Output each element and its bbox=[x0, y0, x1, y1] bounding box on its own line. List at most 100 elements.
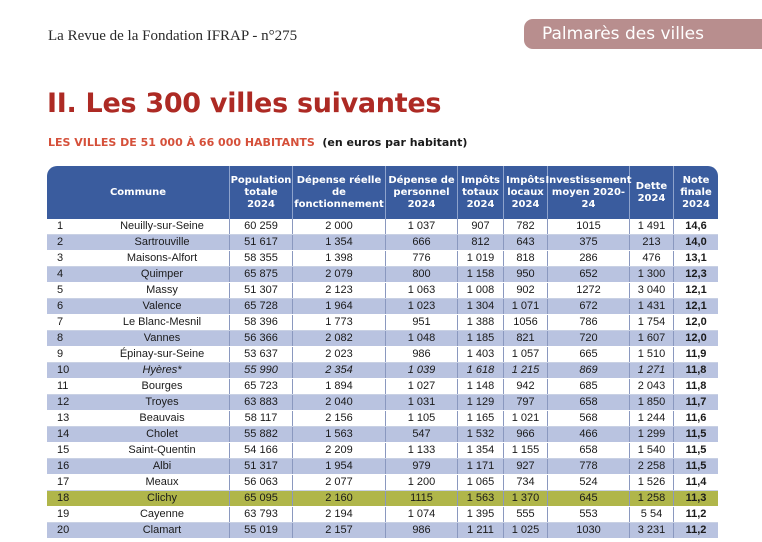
personnel-cell: 776 bbox=[386, 251, 458, 266]
note-cell: 11,6 bbox=[685, 412, 707, 424]
depense-cell: 1 354 bbox=[293, 235, 386, 250]
population-cell: 51 617 bbox=[230, 235, 293, 250]
impots-locaux-cell: 902 bbox=[504, 283, 548, 298]
impots-totaux-cell: 1 354 bbox=[458, 443, 504, 458]
note-cell: 14,0 bbox=[685, 236, 707, 248]
commune-cell: Troyes bbox=[95, 395, 230, 410]
rank-cell: 13 bbox=[57, 412, 70, 424]
note-cell: 11,8 bbox=[685, 380, 707, 392]
impots-totaux-cell: 1 165 bbox=[458, 411, 504, 426]
impots-totaux-cell: 1 008 bbox=[458, 283, 504, 298]
population-cell: 51 307 bbox=[230, 283, 293, 298]
category-label: LES VILLES DE 51 000 À 66 000 HABITANTS bbox=[48, 136, 315, 149]
personnel-cell: 979 bbox=[386, 459, 458, 474]
dette-cell: 1 244 bbox=[630, 411, 674, 426]
depense-cell: 2 082 bbox=[293, 331, 386, 346]
impots-locaux-cell: 555 bbox=[504, 507, 548, 522]
depense-cell: 1 563 bbox=[293, 427, 386, 442]
ranking-table: Commune Population totale 2024 Dépense r… bbox=[47, 166, 718, 539]
commune-cell: Beauvais bbox=[95, 411, 230, 426]
population-cell: 63 793 bbox=[230, 507, 293, 522]
table-body: 1 Neuilly-sur-Seine 60 259 2 000 1 037 907 782… bbox=[47, 219, 718, 539]
personnel-cell: 666 bbox=[386, 235, 458, 250]
page-title: II. Les 300 villes suivantes bbox=[47, 88, 442, 119]
commune-cell: Albi bbox=[95, 459, 230, 474]
depense-cell: 2 157 bbox=[293, 523, 386, 538]
note-cell: 11,7 bbox=[685, 396, 707, 408]
table-row: 6 Valence 65 728 1 964 1 023 1 304 1 071 672 1 4… bbox=[47, 299, 718, 315]
personnel-cell: 986 bbox=[386, 347, 458, 362]
investissement-cell: 466 bbox=[548, 427, 630, 442]
rank-cell: 5 bbox=[57, 284, 64, 296]
note-cell: 13,1 bbox=[685, 252, 707, 264]
rank-cell: 15 bbox=[57, 444, 70, 456]
impots-locaux-cell: 1056 bbox=[504, 315, 548, 330]
commune-cell: Saint-Quentin bbox=[95, 443, 230, 458]
investissement-cell: 1272 bbox=[548, 283, 630, 298]
investissement-cell: 524 bbox=[548, 475, 630, 490]
impots-locaux-cell: 1 025 bbox=[504, 523, 548, 538]
rank-cell: 11 bbox=[57, 380, 69, 392]
table-row: 18 Clichy 65 095 2 160 1115 1 563 1 370 645 1 25… bbox=[47, 491, 718, 507]
dette-cell: 1 299 bbox=[630, 427, 674, 442]
impots-locaux-cell: 782 bbox=[504, 219, 548, 234]
depense-cell: 1 954 bbox=[293, 459, 386, 474]
dette-cell: 3 231 bbox=[630, 523, 674, 538]
impots-locaux-cell: 950 bbox=[504, 267, 548, 282]
dette-cell: 213 bbox=[630, 235, 674, 250]
col-population: Population totale 2024 bbox=[230, 166, 293, 219]
impots-locaux-cell: 942 bbox=[504, 379, 548, 394]
dette-cell: 2 043 bbox=[630, 379, 674, 394]
rank-cell: 17 bbox=[57, 476, 70, 488]
col-depense-personnel: Dépense de personnel 2024 bbox=[386, 166, 458, 219]
col-dette: Dette 2024 bbox=[630, 166, 674, 219]
depense-cell: 2 077 bbox=[293, 475, 386, 490]
depense-cell: 2 209 bbox=[293, 443, 386, 458]
commune-cell: Sartrouville bbox=[95, 235, 230, 250]
impots-totaux-cell: 1 129 bbox=[458, 395, 504, 410]
personnel-cell: 986 bbox=[386, 523, 458, 538]
table-row: 9 Épinay-sur-Seine 53 637 2 023 986 1 403 1 05… bbox=[47, 347, 718, 363]
impots-totaux-cell: 1 403 bbox=[458, 347, 504, 362]
note-cell: 12,1 bbox=[685, 284, 707, 296]
rank-cell: 1 bbox=[57, 220, 64, 232]
impots-locaux-cell: 818 bbox=[504, 251, 548, 266]
table-row: 10 Hyères* 55 990 2 354 1 039 1 618 1 215 869 1 … bbox=[47, 363, 718, 379]
col-investissement: Investissement moyen 2020-24 bbox=[545, 166, 632, 219]
personnel-cell: 547 bbox=[386, 427, 458, 442]
population-cell: 55 019 bbox=[230, 523, 293, 538]
impots-locaux-cell: 1 215 bbox=[504, 363, 548, 378]
impots-totaux-cell: 907 bbox=[458, 219, 504, 234]
dette-cell: 5 54 bbox=[630, 507, 674, 522]
impots-locaux-cell: 1 155 bbox=[504, 443, 548, 458]
col-impots-totaux: Impôts totaux 2024 bbox=[458, 166, 504, 219]
population-cell: 55 990 bbox=[230, 363, 293, 378]
table-row: 2 Sartrouville 51 617 1 354 666 812 643 375 213 1… bbox=[47, 235, 718, 251]
investissement-cell: 672 bbox=[548, 299, 630, 314]
note-cell: 14,6 bbox=[685, 220, 707, 232]
population-cell: 56 063 bbox=[230, 475, 293, 490]
rank-cell: 16 bbox=[57, 460, 70, 472]
col-commune: Commune bbox=[47, 166, 230, 219]
population-cell: 53 637 bbox=[230, 347, 293, 362]
impots-totaux-cell: 1 304 bbox=[458, 299, 504, 314]
dette-cell: 1 540 bbox=[630, 443, 674, 458]
personnel-cell: 1115 bbox=[386, 491, 458, 506]
table-row: 12 Troyes 63 883 2 040 1 031 1 129 797 658 1 850… bbox=[47, 395, 718, 411]
commune-cell: Cholet bbox=[95, 427, 230, 442]
population-cell: 58 117 bbox=[230, 411, 293, 426]
investissement-cell: 375 bbox=[548, 235, 630, 250]
col-note-finale: Note finale 2024 bbox=[680, 174, 712, 210]
depense-cell: 2 023 bbox=[293, 347, 386, 362]
revue-header: La Revue de la Fondation IFRAP - n°275 bbox=[48, 28, 298, 44]
depense-cell: 1 894 bbox=[293, 379, 386, 394]
dette-cell: 1 491 bbox=[630, 219, 674, 234]
investissement-cell: 553 bbox=[548, 507, 630, 522]
section-tag: Palmarès des villes bbox=[524, 19, 762, 49]
note-cell: 11,2 bbox=[685, 524, 707, 536]
note-cell: 12,3 bbox=[685, 268, 707, 280]
dette-cell: 3 040 bbox=[630, 283, 674, 298]
population-cell: 58 355 bbox=[230, 251, 293, 266]
investissement-cell: 1030 bbox=[548, 523, 630, 538]
table-row: 5 Massy 51 307 2 123 1 063 1 008 902 1272 3 040 1… bbox=[47, 283, 718, 299]
